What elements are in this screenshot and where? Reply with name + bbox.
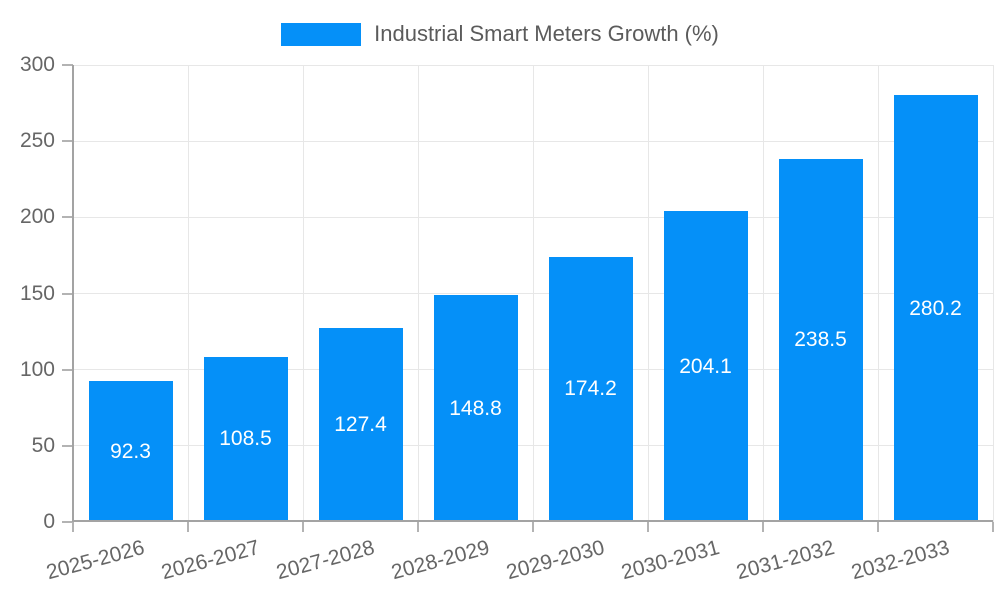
bar bbox=[893, 95, 978, 522]
x-tick bbox=[647, 522, 649, 532]
y-axis-label: 100 bbox=[19, 357, 55, 381]
y-axis-label: 0 bbox=[43, 510, 55, 533]
x-tick bbox=[877, 522, 879, 532]
gridline-vertical bbox=[417, 65, 419, 522]
y-axis-label: 150 bbox=[19, 281, 55, 305]
x-tick bbox=[187, 522, 189, 532]
bar-value-label: 108.5 bbox=[219, 427, 272, 451]
y-tick bbox=[62, 292, 73, 295]
bar-value-label: 174.2 bbox=[564, 377, 617, 401]
y-tick bbox=[62, 521, 73, 523]
gridline-vertical bbox=[992, 65, 994, 522]
x-tick bbox=[532, 522, 534, 532]
bar bbox=[778, 158, 863, 522]
gridline-vertical bbox=[647, 65, 649, 522]
gridline-vertical bbox=[762, 65, 764, 522]
legend-swatch bbox=[281, 22, 362, 46]
gridline-vertical bbox=[302, 65, 304, 522]
bar-value-label: 127.4 bbox=[334, 412, 387, 436]
gridline-vertical bbox=[532, 65, 534, 522]
y-axis-label: 200 bbox=[19, 205, 55, 229]
y-tick bbox=[62, 216, 73, 219]
gridline-vertical bbox=[877, 65, 879, 522]
y-axis-line bbox=[72, 65, 74, 522]
x-tick bbox=[417, 522, 419, 532]
bar-value-label: 280.2 bbox=[909, 296, 962, 320]
bar-value-label: 92.3 bbox=[110, 439, 151, 463]
bar bbox=[203, 356, 288, 522]
x-tick bbox=[72, 522, 74, 532]
x-axis-line bbox=[73, 520, 993, 522]
legend[interactable]: Industrial Smart Meters Growth (%) bbox=[0, 21, 1000, 47]
bar-value-label: 204.1 bbox=[679, 354, 732, 378]
y-tick bbox=[62, 368, 73, 371]
bar bbox=[318, 327, 403, 522]
y-axis-label: 250 bbox=[19, 129, 55, 153]
x-tick bbox=[302, 522, 304, 532]
y-tick bbox=[62, 444, 73, 447]
bar-value-label: 238.5 bbox=[794, 328, 847, 352]
gridline-vertical bbox=[187, 65, 189, 522]
y-axis-label: 300 bbox=[19, 53, 55, 76]
bar bbox=[548, 256, 633, 522]
legend-label: Industrial Smart Meters Growth (%) bbox=[374, 21, 719, 46]
y-axis-label: 50 bbox=[31, 433, 55, 457]
y-tick bbox=[62, 64, 73, 66]
bar bbox=[433, 295, 518, 522]
x-tick bbox=[992, 522, 994, 532]
bar bbox=[663, 211, 748, 522]
y-tick bbox=[62, 140, 73, 143]
bar-value-label: 148.8 bbox=[449, 396, 502, 420]
bar bbox=[88, 381, 173, 522]
x-tick bbox=[762, 522, 764, 532]
plot-area: 0 50 100 150 200 250 300 92.3 108.5 127.4 148.8 174… bbox=[20, 53, 994, 584]
